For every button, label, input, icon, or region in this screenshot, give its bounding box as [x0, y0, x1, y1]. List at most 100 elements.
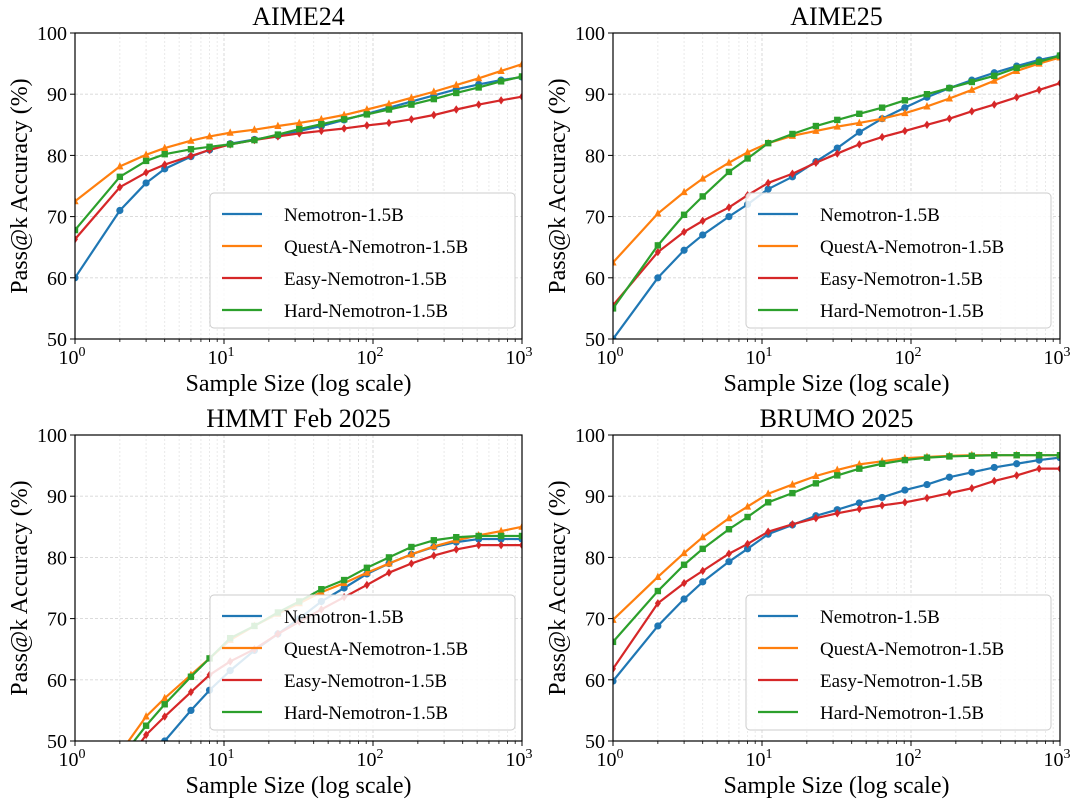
data-point-hard	[946, 84, 953, 92]
data-point-hard	[834, 472, 841, 479]
data-point-hard	[385, 554, 393, 561]
data-point-hard	[856, 465, 863, 472]
legend: Nemotron-1.5B QuestA-Nemotron-1.5B Easy-Ne…	[745, 594, 1052, 731]
data-point-nemotron	[161, 737, 169, 741]
data-point-easy	[341, 124, 348, 133]
data-point-hard	[699, 193, 706, 200]
series-line-nemotron	[613, 456, 1060, 682]
data-point-easy	[187, 687, 194, 697]
data-point-hard	[699, 545, 706, 553]
data-point-easy	[519, 540, 522, 550]
data-point-questa	[699, 532, 707, 541]
chart-panel-2: 50 60 70 80 90 100 100 101 102 103 AIME25 Sample Si…	[545, 2, 1071, 397]
data-point-easy	[654, 247, 661, 257]
data-point-hard	[946, 453, 953, 460]
data-point-questa	[743, 502, 752, 510]
data-point-nemotron	[161, 165, 169, 173]
legend-label-nemotron: Nemotron-1.5B	[284, 607, 404, 628]
data-point-questa	[654, 209, 662, 217]
y-tick-label: 90	[585, 84, 605, 106]
data-point-nemotron	[187, 706, 195, 715]
data-point-easy	[318, 126, 325, 136]
data-point-nemotron	[725, 558, 733, 566]
data-point-questa	[743, 147, 752, 156]
x-tick-label: 101	[746, 345, 773, 369]
data-point-questa	[407, 549, 415, 558]
data-point-questa	[923, 102, 931, 110]
data-point-easy	[519, 92, 522, 101]
legend-label-questa: QuestA-Nemotron-1.5B	[284, 639, 468, 660]
data-point-nemotron	[680, 595, 688, 603]
data-point-easy	[923, 493, 930, 503]
data-point-hard	[75, 226, 79, 234]
series-line-questa	[613, 56, 1060, 264]
legend-label-nemotron: Nemotron-1.5B	[820, 205, 940, 226]
legend-label-hard: Hard-Nemotron-1.5B	[820, 703, 984, 724]
data-point-easy	[498, 96, 505, 105]
data-point-hard	[744, 155, 751, 162]
data-point-easy	[430, 551, 437, 560]
data-point-easy	[812, 514, 819, 523]
chart-title: AIME24	[252, 2, 344, 31]
data-point-easy	[789, 169, 796, 178]
data-point-nemotron	[116, 796, 123, 803]
y-tick-label: 100	[575, 23, 605, 45]
data-point-nemotron	[878, 493, 886, 502]
data-point-nemotron	[968, 468, 976, 476]
series-line-nemotron	[613, 54, 1060, 339]
plot-frame	[74, 32, 523, 340]
data-point-questa	[161, 143, 169, 152]
y-tick-label: 70	[585, 207, 605, 229]
data-point-hard	[789, 130, 796, 138]
data-point-questa	[385, 559, 393, 567]
x-tick-label: 103	[1044, 345, 1071, 369]
legend-box	[745, 594, 1052, 731]
data-point-questa	[363, 568, 371, 576]
data-point-questa	[945, 94, 953, 102]
y-axis-label: Pass@k Accuracy (%)	[7, 78, 33, 293]
data-point-hard	[968, 452, 976, 460]
data-point-hard	[518, 532, 522, 540]
data-point-hard	[453, 534, 460, 541]
data-point-hard	[856, 110, 863, 117]
series-line-questa	[75, 63, 522, 203]
data-point-questa	[680, 187, 688, 196]
y-tick-label: 50	[585, 329, 605, 351]
data-point-hard	[142, 157, 150, 165]
data-point-questa	[142, 150, 150, 158]
y-tick-label: 80	[47, 145, 67, 167]
data-point-questa	[407, 93, 415, 101]
series-line-hard	[613, 454, 1060, 643]
legend-label-nemotron: Nemotron-1.5B	[820, 607, 940, 628]
y-axis-label: Pass@k Accuracy (%)	[545, 78, 571, 293]
legend-box	[209, 594, 516, 731]
legend-label-questa: QuestA-Nemotron-1.5B	[820, 237, 1004, 258]
series-line-easy	[613, 467, 1060, 670]
data-point-hard	[385, 106, 393, 113]
data-point-hard	[274, 131, 282, 138]
data-point-questa	[317, 114, 325, 123]
data-point-hard	[654, 587, 662, 595]
data-point-questa	[788, 480, 797, 488]
data-point-questa	[497, 526, 505, 535]
data-point-hard	[408, 543, 415, 551]
data-point-easy	[968, 484, 975, 493]
data-point-easy	[1013, 93, 1020, 102]
legend-box	[209, 192, 516, 329]
data-point-easy	[1057, 464, 1060, 473]
data-point-hard	[318, 586, 325, 593]
series-line-hard	[613, 54, 1060, 310]
data-point-hard	[251, 136, 258, 144]
plot-frame	[612, 32, 1061, 340]
legend-label-easy: Easy-Nemotron-1.5B	[284, 671, 447, 692]
chart-title: HMMT Feb 2025	[206, 404, 390, 433]
legend: Nemotron-1.5B QuestA-Nemotron-1.5B Easy-Ne…	[745, 192, 1052, 329]
data-point-easy	[946, 488, 953, 498]
data-point-easy	[475, 100, 482, 109]
data-point-nemotron	[699, 578, 707, 586]
data-point-hard	[725, 526, 733, 533]
data-point-hard	[1035, 58, 1043, 65]
data-point-hard	[408, 101, 415, 108]
data-point-hard	[497, 532, 505, 540]
data-point-questa	[295, 118, 303, 126]
